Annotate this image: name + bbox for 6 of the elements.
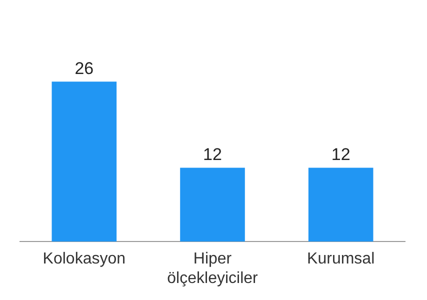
- x-tick-label: Kolokasyon: [42, 250, 126, 268]
- data-label: 12: [331, 144, 350, 164]
- x-tick-label: Kurumsal: [307, 250, 375, 268]
- data-label: 12: [203, 144, 222, 164]
- x-tick-label: Hiper ölçekleyiciler: [167, 250, 259, 287]
- data-label: 26: [74, 58, 94, 78]
